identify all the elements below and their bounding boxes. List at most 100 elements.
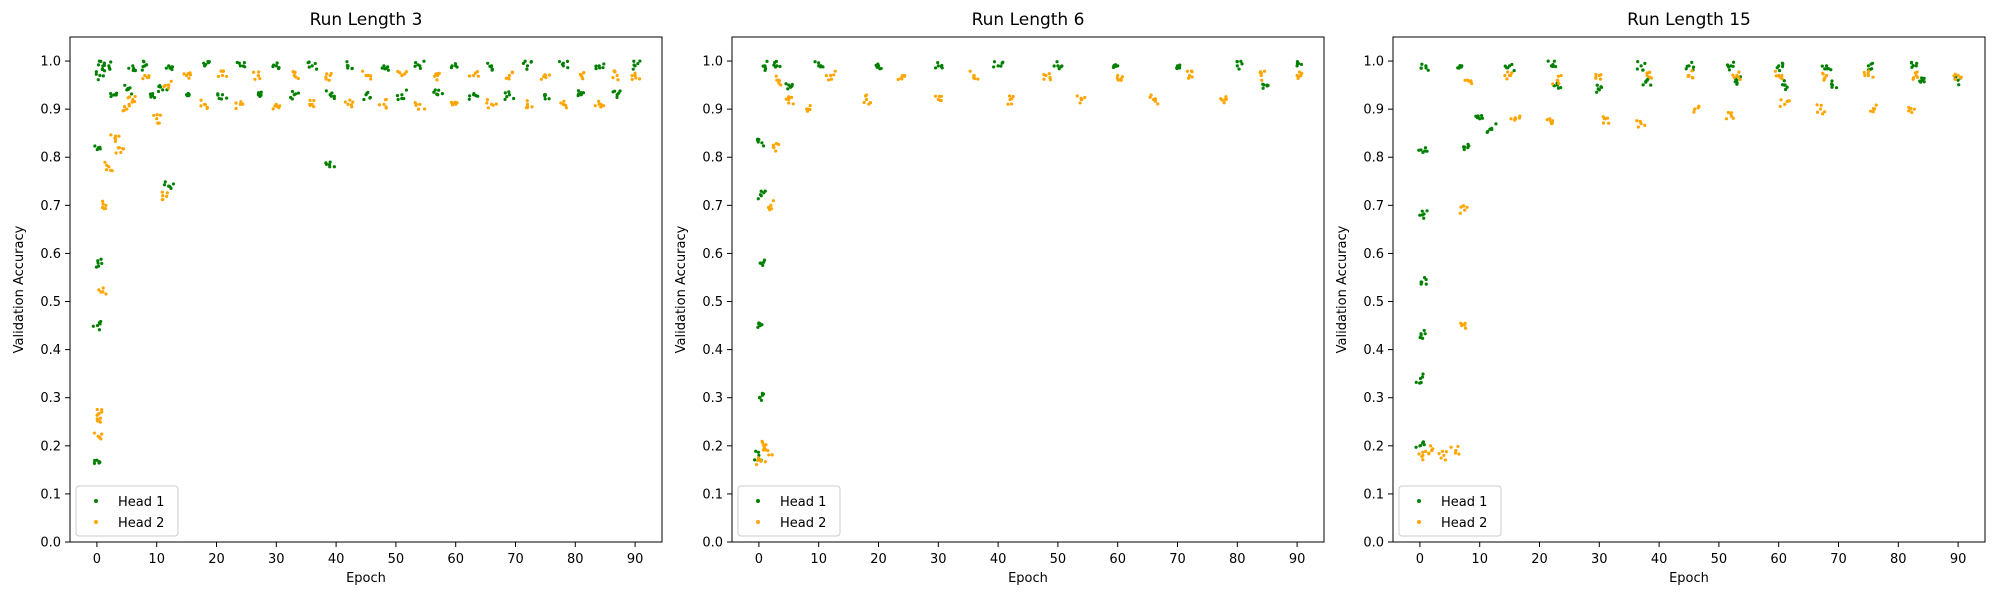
data-point [182,72,186,76]
data-point [131,68,135,72]
y-tick-label: 0.3 [40,391,61,406]
data-point [759,398,764,402]
data-point [582,71,586,75]
y-tick-label: 0.5 [702,295,723,310]
data-point [1732,76,1736,80]
data-point [1914,64,1918,68]
data-point [1509,117,1513,121]
data-point [1424,277,1428,282]
data-point [521,61,525,66]
data-point [1918,79,1922,83]
x-tick-label: 90 [627,552,644,567]
data-point [491,103,495,107]
data-point [400,73,404,77]
data-point [145,75,150,79]
data-point [1419,148,1423,152]
data-point [1459,205,1463,209]
data-point [141,77,145,81]
data-point [99,437,103,441]
data-point [476,74,480,78]
data-point [632,63,636,67]
data-point [349,103,354,107]
data-point [1421,440,1425,444]
data-point [561,61,565,65]
data-point [1222,101,1226,105]
data-point [432,74,437,78]
data-point [1431,447,1435,451]
legend-marker-head-1 [1417,499,1421,503]
data-point [762,191,766,195]
data-point [615,73,619,78]
data-point [1462,145,1467,149]
data-point [113,139,117,143]
data-point [875,65,879,69]
data-point [756,325,760,329]
data-point [756,456,760,460]
data-point [557,59,562,64]
plot-frame [731,36,1325,543]
x-tick-label: 40 [1651,552,1668,567]
data-point [1258,71,1262,75]
legend-label-head-2: Head 2 [118,516,164,531]
data-point [934,66,938,70]
data-point [821,65,825,69]
y-tick-label: 0.2 [40,439,61,454]
x-tick-label: 80 [567,552,584,567]
data-point [485,101,489,105]
data-point [1056,64,1060,68]
data-point [114,91,119,95]
data-point [472,73,476,78]
data-point [757,321,761,325]
data-point [576,89,581,93]
data-point [1423,146,1428,150]
data-point [440,91,444,96]
data-point [774,149,778,153]
data-point [1641,68,1645,72]
data-point [1224,95,1228,99]
data-point [1011,94,1015,99]
data-point [112,93,116,97]
data-point [377,103,382,107]
data-point [1736,75,1741,79]
data-point [104,203,108,207]
data-point [1419,332,1423,336]
data-point [308,103,312,108]
y-tick-label: 0.2 [702,439,723,454]
data-point [617,91,621,95]
data-point [1724,117,1729,121]
data-point [241,64,245,68]
data-point [1421,450,1425,454]
data-point [239,102,243,106]
y-axis-label: Validation Accuracy [12,225,27,353]
data-point [1149,93,1153,97]
data-point [422,59,426,63]
data-point [365,91,369,95]
data-point [324,162,329,166]
data-point [467,74,471,78]
data-point [938,98,942,102]
data-point [1863,73,1867,78]
data-point [1909,60,1914,64]
data-point [1456,444,1460,449]
y-tick-label: 0.8 [702,151,723,166]
data-point [1956,73,1960,78]
data-point [296,76,300,81]
data-point [95,417,99,421]
data-point [369,74,373,78]
data-point [362,97,366,102]
data-point [404,70,408,74]
data-point [972,73,976,78]
data-point [1595,90,1599,94]
data-point [1513,116,1517,120]
data-point [1778,104,1782,109]
data-point [771,145,775,149]
data-point [1825,67,1829,71]
data-point [525,104,530,108]
data-point [133,94,137,99]
data-point [827,78,831,82]
data-point [1449,445,1453,449]
data-point [544,75,548,80]
data-point [1871,110,1875,114]
x-tick-label: 30 [930,552,947,567]
data-point [141,59,145,63]
